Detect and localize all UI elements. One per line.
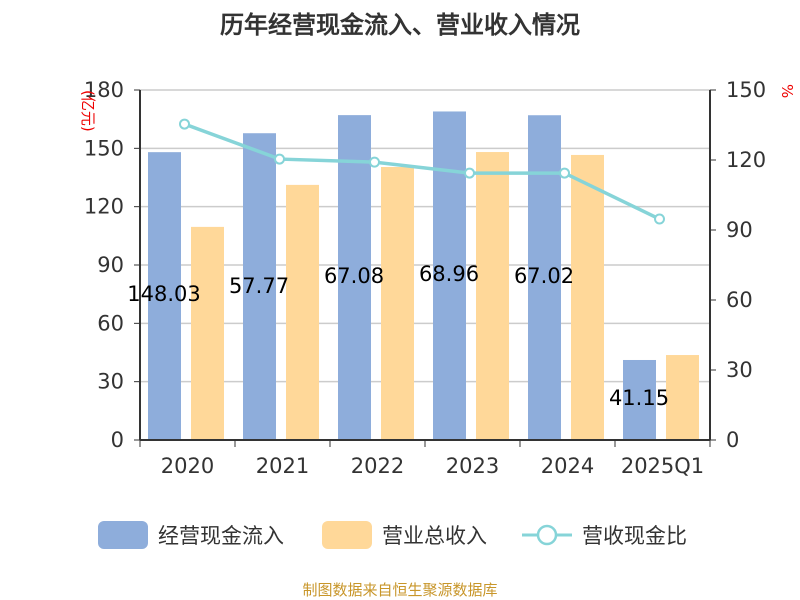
y-right-tick-label: 90: [726, 218, 753, 242]
x-tick-label: 2020: [161, 454, 214, 478]
bar-revenue: [666, 355, 699, 440]
bar-revenue: [476, 152, 509, 440]
data-label: 148.03: [127, 282, 200, 306]
data-label: 67.08: [324, 264, 384, 288]
data-label: 68.96: [419, 262, 479, 286]
y-tick-label: 90: [97, 253, 124, 277]
x-tick-label: 2024: [541, 454, 594, 478]
y-tick-label: 30: [97, 370, 124, 394]
y-tick-label: 120: [84, 195, 124, 219]
bar-revenue: [381, 167, 414, 440]
y-tick-label: 0: [111, 428, 124, 452]
legend-swatch-cash-inflow: [98, 521, 148, 549]
x-tick-label: 2023: [446, 454, 499, 478]
line-point: [274, 153, 285, 165]
data-label: 57.77: [229, 274, 289, 298]
y-right-tick-label: 30: [726, 358, 753, 382]
x-tick-label: 2022: [351, 454, 404, 478]
y-tick-label: 180: [84, 78, 124, 102]
footer-source: 制图数据来自恒生聚源数据库: [302, 581, 497, 599]
bar-cash-inflow: [243, 133, 276, 440]
y-axis-label: (亿元): [79, 90, 97, 132]
y-right-tick-label: 60: [726, 288, 753, 312]
bar-revenue: [286, 184, 319, 440]
line-point: [559, 167, 570, 179]
y-tick-label: 150: [84, 136, 124, 160]
y-right-tick-label: 0: [726, 428, 739, 452]
line-point: [179, 118, 190, 130]
y-right-tick-label: 120: [726, 148, 766, 172]
bar-revenue: [571, 154, 604, 440]
line-ratio: [183, 122, 661, 221]
legend-label-cash-inflow: 经营现金流入: [158, 524, 284, 548]
x-tick-label: 2025Q1: [621, 454, 704, 478]
data-label: 67.02: [514, 264, 574, 288]
bar-cash-inflow: [623, 359, 656, 440]
legend-label-ratio: 营收现金比: [582, 524, 687, 548]
line-point: [464, 167, 475, 179]
legend-swatch-revenue: [322, 521, 372, 549]
bar-cash-inflow: [433, 111, 466, 440]
legend-label-revenue: 营业总收入: [382, 524, 487, 548]
chart-title: 历年经营现金流入、营业收入情况: [220, 11, 580, 39]
bar-cash-inflow: [338, 115, 371, 440]
bar-cash-inflow: [528, 115, 561, 440]
x-tick-label: 2021: [256, 454, 309, 478]
legend-marker-ratio: [536, 524, 558, 546]
data-label: 41.15: [609, 386, 669, 410]
y-right-tick-label: 150: [726, 78, 766, 102]
y-tick-label: 60: [97, 311, 124, 335]
line-point: [369, 156, 380, 168]
y-right-axis-label: %: [778, 84, 796, 98]
bar-cash-inflow: [148, 152, 181, 441]
line-point: [654, 213, 665, 225]
bar-revenue: [191, 226, 224, 440]
